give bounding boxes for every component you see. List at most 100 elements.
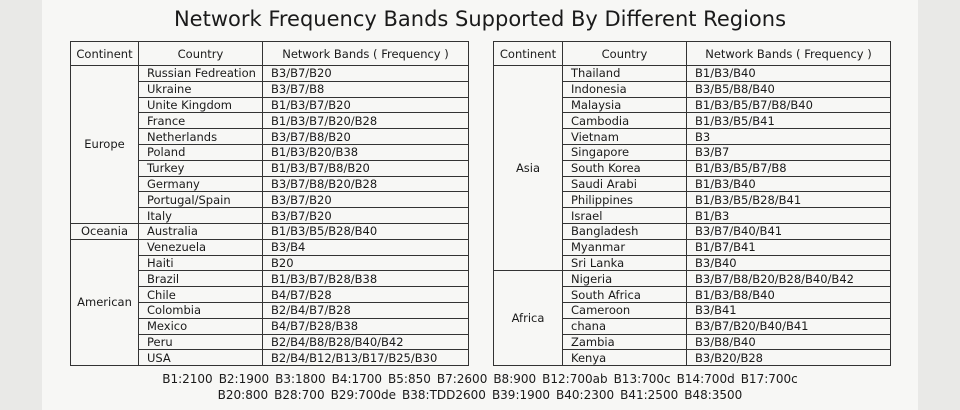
- bands-cell: B4/B7/B28/B38: [262, 317, 469, 335]
- bands-cell: B1/B3: [686, 207, 891, 224]
- bands-cell: B3/B7/B8/B20/B28/B40/B42: [686, 270, 891, 288]
- table-row: Cameroon B3/B41: [494, 301, 891, 319]
- legend-item: B48:3500: [684, 388, 743, 402]
- bands-cell: B20: [262, 254, 469, 272]
- country-cell: Venezuela: [138, 238, 263, 256]
- country-cell: Australia: [138, 222, 263, 240]
- legend-item: B13:700c: [613, 372, 671, 386]
- country-cell: Unite Kingdom: [138, 96, 263, 114]
- country-cell: Indonesia: [562, 80, 687, 98]
- country-cell: France: [138, 112, 263, 130]
- country-cell: Zambia: [562, 333, 687, 351]
- country-cell: Mexico: [138, 317, 263, 335]
- country-cell: Peru: [138, 333, 263, 351]
- table-row: Colombia B2/B4/B7/B28: [71, 301, 469, 319]
- header-cell: Network Bands ( Frequency ): [262, 41, 469, 66]
- bands-cell: B3/B7/B40/B41: [686, 222, 891, 240]
- bands-cell: B2/B4/B8/B28/B40/B42: [262, 333, 469, 351]
- bands-cell: B3/B40: [686, 254, 891, 272]
- country-cell: Russian Fedreation: [138, 65, 263, 82]
- country-cell: Vietnam: [562, 128, 687, 145]
- header-cell: Continent: [70, 41, 139, 66]
- bands-cell: B3/B41: [686, 301, 891, 319]
- legend-item: B28:700: [274, 388, 325, 402]
- legend-item: B7:2600: [436, 372, 488, 386]
- bands-cell: B2/B4/B12/B13/B17/B25/B30: [262, 349, 469, 367]
- bands-cell: B3/B7/B20/B40/B41: [686, 317, 891, 335]
- country-cell: Israel: [562, 207, 687, 224]
- country-cell: USA: [138, 349, 263, 367]
- bands-cell: B3/B4: [262, 238, 469, 256]
- country-cell: Brazil: [138, 270, 263, 288]
- legend-item: B1:2100: [162, 372, 213, 386]
- bands-table: Continent Country Network Bands ( Frequenc…: [493, 41, 891, 367]
- legend-item: B41:2500: [620, 388, 679, 402]
- continent-cell: Asia: [493, 64, 563, 272]
- title: Network Frequency Bands Supported By Dif…: [173, 7, 787, 31]
- continent-cell: American: [70, 238, 139, 367]
- country-cell: South Africa: [562, 286, 687, 303]
- table-row: Chile B4/B7/B28: [71, 286, 469, 303]
- country-cell: Portugal/Spain: [138, 191, 263, 209]
- table-row: Europe Russian Fedreation B3/B7/B20: [70, 65, 469, 224]
- bands-cell: B1/B3/B5/B7/B8/B40: [686, 96, 891, 114]
- bands-cell: B3/B7/B20: [262, 65, 469, 82]
- country-cell: Sri Lanka: [562, 254, 687, 272]
- legend-item: B20:800: [217, 388, 269, 402]
- table-row: Brazil B1/B3/B7/B28/B38: [71, 270, 469, 288]
- country-cell: Poland: [138, 143, 263, 161]
- legend-item: B2:1900: [218, 372, 270, 386]
- table-row: Cambodia B1/B3/B5/B41: [494, 112, 891, 130]
- bands-table: Continent Country Network Bands ( Frequenc…: [70, 41, 469, 367]
- bands-cell: B3/B20/B28: [686, 349, 891, 367]
- table-row: Germany B3/B7/B8/B20/B28: [71, 175, 469, 193]
- legend-item: B5:850: [388, 372, 431, 386]
- table-row: Peru B2/B4/B8/B28/B40/B42: [71, 333, 469, 351]
- legend-line: B20:800 B28:700 B29:700de B38:TDD2600 B39:19…: [0, 388, 960, 402]
- table-row: Oceania Australia B1/B3/B5/B28/B40: [70, 222, 469, 240]
- bands-cell: B1/B3/B7/B8/B20: [262, 159, 469, 177]
- table-row: American Venezuela B3/B4: [70, 238, 469, 367]
- bands-cell: B1/B3/B20/B38: [262, 143, 469, 161]
- table-row: Africa Nigeria B3/B7/B8/B20/B28/B40/B42: [493, 270, 891, 367]
- country-cell: Italy: [138, 207, 263, 224]
- bands-cell: B1/B3/B5/B28/B41: [686, 191, 891, 209]
- table-row: USA B2/B4/B12/B13/B17/B25/B30: [71, 349, 469, 367]
- country-cell: Netherlands: [138, 128, 263, 145]
- country-cell: Singapore: [562, 143, 687, 161]
- table-row: France B1/B3/B7/B20/B28: [71, 112, 469, 130]
- country-cell: Philippines: [562, 191, 687, 209]
- country-cell: Chile: [138, 286, 263, 303]
- legend-item: B4:1700: [331, 372, 383, 386]
- bands-cell: B1/B7/B41: [686, 238, 891, 256]
- bands-cell: B1/B3/B5/B28/B40: [262, 222, 469, 240]
- table-row: Unite Kingdom B1/B3/B7/B20: [71, 96, 469, 114]
- country-cell: Malaysia: [562, 96, 687, 114]
- bands-cell: B4/B7/B28: [262, 286, 469, 303]
- legend-item: B29:700de: [330, 388, 397, 402]
- country-cell: Nigeria: [562, 270, 687, 288]
- table-row: chana B3/B7/B20/B40/B41: [494, 317, 891, 335]
- bands-cell: B3/B7/B20: [262, 191, 469, 209]
- table-row: Asia Thailand B1/B3/B40: [493, 64, 891, 272]
- bands-cell: B1/B3/B40: [686, 175, 891, 193]
- country-cell: Germany: [138, 175, 263, 193]
- country-cell: Colombia: [138, 301, 263, 319]
- table-row: Kenya B3/B20/B28: [494, 349, 891, 367]
- country-cell: Ukraine: [138, 80, 263, 98]
- bands-cell: B1/B3/B7/B20: [262, 96, 469, 114]
- country-cell: Cambodia: [562, 112, 687, 130]
- bands-cell: B3/B7/B8/B20: [262, 128, 469, 145]
- bands-cell: B2/B4/B7/B28: [262, 301, 469, 319]
- bands-cell: B3/B7: [686, 143, 891, 161]
- continent-cell: Oceania: [70, 222, 139, 240]
- bands-cell: B1/B3/B7/B28/B38: [262, 270, 469, 288]
- country-cell: Myanmar: [562, 238, 687, 256]
- legend-item: B14:700d: [676, 372, 735, 386]
- legend-item: B38:TDD2600: [402, 388, 486, 402]
- legend-line: B1:2100 B2:1900 B3:1800 B4:1700 B5:850 B7:260…: [0, 372, 960, 386]
- country-cell: Kenya: [562, 349, 687, 367]
- bands-cell: B3: [686, 128, 891, 145]
- legend-item: B40:2300: [556, 388, 615, 402]
